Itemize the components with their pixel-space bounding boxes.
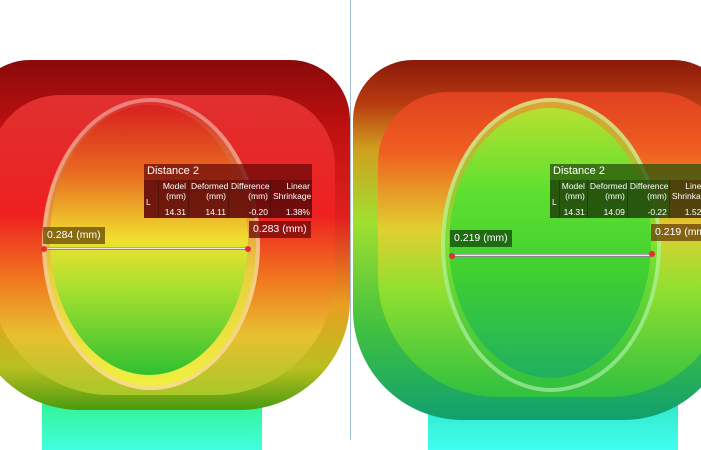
header: Difference: [629, 181, 669, 191]
measurement-table: Distance 2 L Model (mm) 14.31 Deformed (mm)…: [550, 164, 701, 218]
header: (mm): [605, 191, 625, 201]
header: Model: [561, 181, 585, 191]
cell: 1.38%: [285, 207, 310, 217]
cell: 14.11: [205, 207, 226, 217]
cell: L: [146, 197, 151, 207]
deflection-label: 0.284 (mm): [43, 227, 105, 244]
deflection-label: 0.219 (mm): [651, 224, 701, 241]
cell: 14.31: [563, 207, 585, 217]
cell: 14.31: [164, 207, 186, 217]
distance-endpoint[interactable]: [245, 246, 251, 252]
cell: 1.52%: [684, 207, 701, 217]
cell: -0.20: [248, 207, 268, 217]
deflection-label: 0.283 (mm): [249, 221, 311, 238]
header: (mm): [565, 191, 585, 201]
distance-line: [44, 247, 248, 250]
cell: L: [552, 197, 557, 207]
measurement-table: Distance 2 L Model (mm) 14.31 Deformed (mm)…: [144, 164, 312, 218]
header: (mm): [206, 191, 226, 201]
cell: 14.09: [603, 207, 625, 217]
header: (mm): [647, 191, 667, 201]
header: Linear: [685, 181, 701, 191]
distance-endpoint[interactable]: [649, 251, 655, 257]
header: (mm): [248, 191, 268, 201]
distance-endpoint[interactable]: [41, 246, 47, 252]
deflection-label: 0.219 (mm): [450, 230, 512, 247]
header: Shrinkage: [671, 191, 701, 201]
header: Difference: [231, 181, 270, 191]
header: Linear: [286, 181, 310, 191]
header: Deformed: [589, 181, 628, 191]
header: Deformed: [191, 181, 229, 191]
view-divider[interactable]: [350, 0, 351, 440]
right-deformation-view[interactable]: Distance 2 L Model (mm) 14.31 Deformed (mm)…: [353, 0, 701, 450]
left-deformation-view[interactable]: Distance 2 L Model (mm) 14.31 Deformed (mm)…: [0, 0, 350, 450]
table-title: Distance 2: [553, 165, 605, 177]
header: Shrinkage: [273, 191, 312, 201]
header: (mm): [166, 191, 186, 201]
cell: -0.22: [647, 207, 667, 217]
distance-line: [452, 254, 652, 257]
header: Model: [162, 181, 186, 191]
table-title: Distance 2: [147, 165, 199, 177]
distance-endpoint[interactable]: [449, 253, 455, 259]
